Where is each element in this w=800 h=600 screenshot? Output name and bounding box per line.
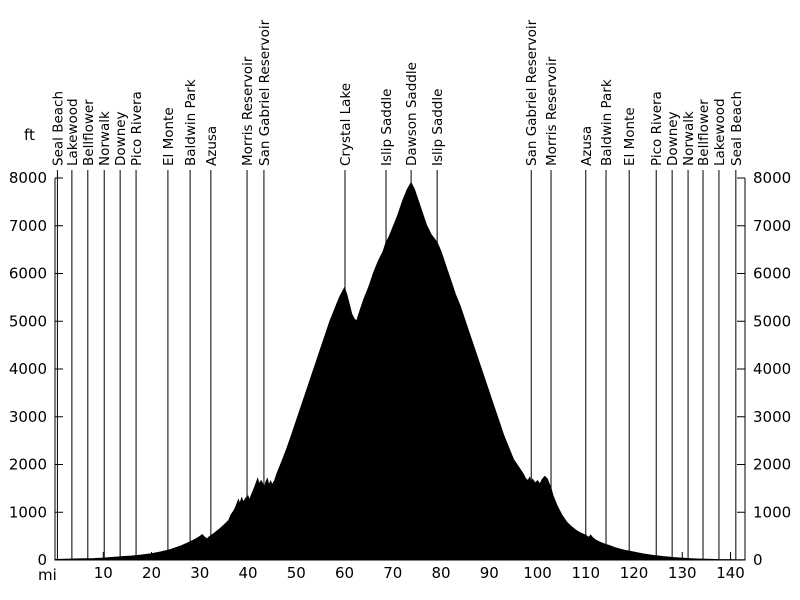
y-tick-label-right: 1000 — [753, 503, 791, 521]
y-tick-label-right: 5000 — [753, 312, 791, 330]
waypoint-label: Azusa — [204, 126, 220, 166]
waypoint-label: Downey — [113, 111, 129, 166]
waypoint-label: El Monte — [622, 107, 638, 166]
x-axis-unit-label: mi — [38, 566, 57, 584]
y-axis-unit-label: ft — [24, 126, 35, 144]
y-tick-label-left: 0 — [37, 551, 47, 569]
waypoint-label: Lakewood — [712, 98, 728, 166]
waypoint-label: El Monte — [161, 107, 177, 166]
x-tick-label: 130 — [668, 564, 697, 582]
y-tick-label-left: 6000 — [9, 265, 47, 283]
waypoint-label: Bellflower — [81, 99, 97, 166]
x-tick-label: 100 — [523, 564, 552, 582]
waypoint-label: Seal Beach — [50, 91, 66, 166]
x-tick-label: 70 — [383, 564, 402, 582]
waypoint-label: Pico Rivera — [649, 91, 665, 166]
waypoint-label: Bellflower — [696, 99, 712, 166]
x-tick-label: 140 — [716, 564, 745, 582]
waypoint-label: Dawson Saddle — [404, 62, 420, 166]
waypoint-label: Lakewood — [65, 98, 81, 166]
y-tick-label-left: 1000 — [9, 503, 47, 521]
y-tick-label-left: 4000 — [9, 360, 47, 378]
x-tick-label: 90 — [480, 564, 499, 582]
waypoint-label: Azusa — [579, 126, 595, 166]
y-tick-label-right: 6000 — [753, 265, 791, 283]
x-tick-label: 50 — [287, 564, 306, 582]
x-tick-label: 20 — [142, 564, 161, 582]
waypoint-label: Baldwin Park — [183, 79, 199, 166]
x-tick-label: 10 — [94, 564, 113, 582]
waypoint-label: San Gabriel Reservoir — [257, 19, 273, 166]
y-tick-label-left: 3000 — [9, 408, 47, 426]
y-tick-label-left: 8000 — [9, 169, 47, 187]
waypoint-label: Baldwin Park — [599, 79, 615, 166]
y-tick-label-right: 8000 — [753, 169, 791, 187]
y-tick-label-left: 5000 — [9, 312, 47, 330]
y-tick-label-right: 4000 — [753, 360, 791, 378]
y-tick-label-left: 2000 — [9, 456, 47, 474]
waypoint-label: Islip Saddle — [379, 89, 395, 166]
waypoint-label: Norwalk — [681, 111, 697, 166]
waypoint-label: Seal Beach — [729, 91, 745, 166]
y-tick-label-right: 7000 — [753, 217, 791, 235]
waypoint-label: Morris Reservoir — [544, 56, 560, 166]
x-tick-label: 80 — [431, 564, 450, 582]
waypoint-label: Norwalk — [97, 111, 113, 166]
y-tick-label-right: 0 — [753, 551, 763, 569]
x-tick-label: 120 — [620, 564, 649, 582]
waypoint-label: Morris Reservoir — [240, 56, 256, 166]
waypoint-label: Pico Rivera — [129, 91, 145, 166]
waypoint-label: Islip Saddle — [430, 89, 446, 166]
x-tick-label: 30 — [190, 564, 209, 582]
x-tick-label: 110 — [571, 564, 600, 582]
waypoint-label: Downey — [665, 111, 681, 166]
x-tick-label: 40 — [238, 564, 257, 582]
elevation-area — [54, 181, 746, 561]
waypoint-label: San Gabriel Reservoir — [524, 19, 540, 166]
y-tick-label-right: 2000 — [753, 456, 791, 474]
y-tick-label-right: 3000 — [753, 408, 791, 426]
y-tick-label-left: 7000 — [9, 217, 47, 235]
waypoint-label: Crystal Lake — [338, 83, 354, 166]
x-tick-label: 60 — [335, 564, 354, 582]
